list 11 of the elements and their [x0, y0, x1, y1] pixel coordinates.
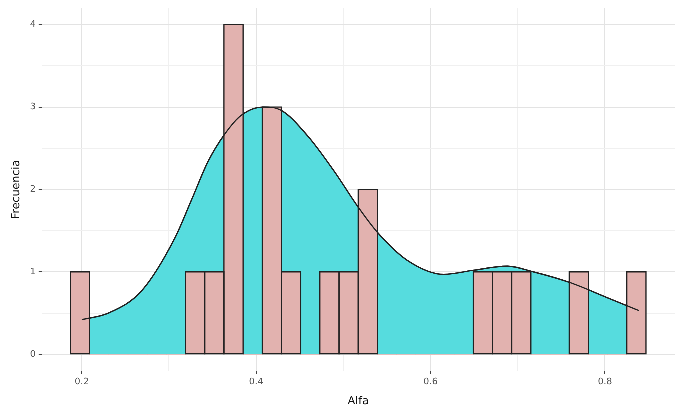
x-tick-label: 0.6: [424, 378, 438, 388]
x-axis-title: Alfa: [348, 394, 370, 408]
y-tick-label: 3: [30, 102, 36, 113]
x-tick-label: 0.4: [249, 378, 264, 388]
y-axis-title: Frecuencia: [9, 160, 22, 220]
y-tick-label: 1: [30, 267, 36, 278]
x-tick-label: 0.2: [74, 378, 90, 388]
y-tick-label: 0: [30, 350, 36, 360]
y-tick-label: 2: [30, 185, 36, 196]
x-tick-label: 0.8: [598, 378, 613, 388]
y-tick-label: 4: [30, 20, 36, 30]
